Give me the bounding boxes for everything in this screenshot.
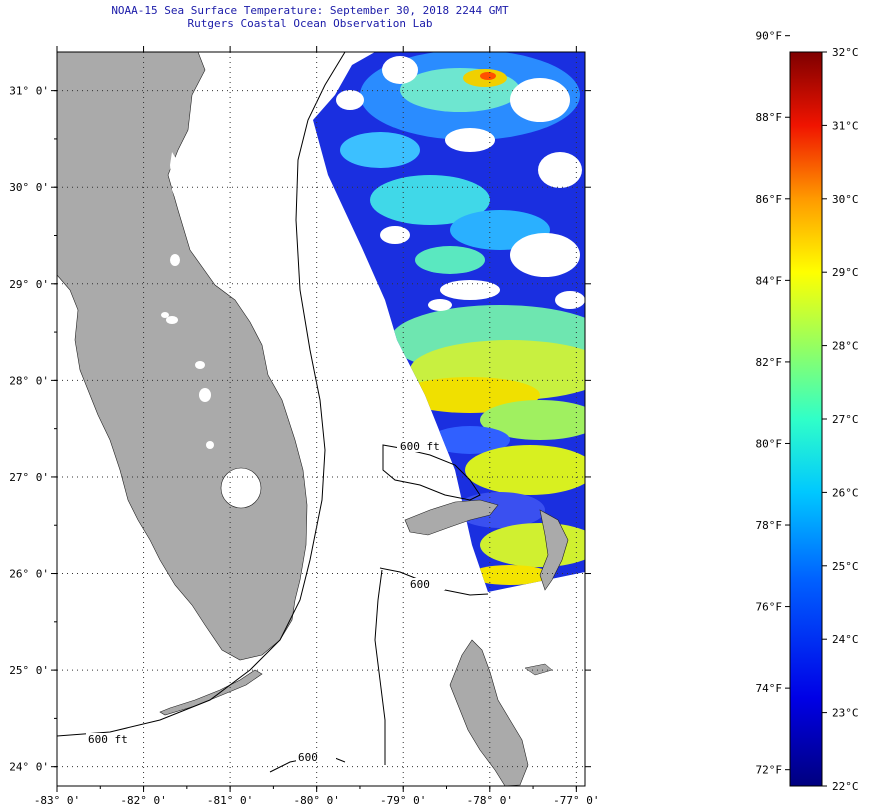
abaco-island (539, 509, 569, 591)
grand-bahama (404, 499, 499, 536)
lat-label: 31° 0' (9, 85, 49, 98)
colorbar-f-label: 84°F (756, 274, 783, 287)
longitude-labels: -83° 0' -82° 0' -81° 0' -80° 0' -79° 0' -78° … (34, 794, 600, 807)
andros-island (449, 639, 529, 786)
latitude-labels: 31° 0' 30° 0' 29° 0' 28° 0' 27° 0' 26° 0' 25° … (9, 85, 49, 774)
sst-swath (313, 52, 585, 592)
lat-label: 29° 0' (9, 278, 49, 291)
colorbar-c-label: 25°C (832, 560, 859, 573)
colorbar-c-label: 26°C (832, 486, 859, 499)
colorbar-c-label: 31°C (832, 119, 859, 132)
contour-label-south: 600 (298, 751, 318, 764)
axis-ticks (51, 46, 591, 792)
colorbar-f-label: 80°F (756, 437, 783, 450)
colorbar (789, 51, 823, 787)
colorbar-c-label: 29°C (832, 266, 859, 279)
colorbar-c-label: 24°C (832, 633, 859, 646)
colorbar-fahrenheit-labels: 90°F 88°F 86°F 84°F 82°F 80°F 78°F 76°F 74°F 72°F (756, 30, 783, 777)
colorbar-c-label: 30°C (832, 193, 859, 206)
lon-label: -83° 0' (34, 794, 80, 807)
lon-label: -79° 0' (380, 794, 426, 807)
florida-landmass (57, 52, 308, 661)
depth-contours (57, 52, 489, 773)
lat-label: 27° 0' (9, 471, 49, 484)
colorbar-f-label: 86°F (756, 193, 783, 206)
contour-label-middle: 600 (410, 578, 430, 591)
lon-label: -80° 0' (293, 794, 339, 807)
colorbar-c-label: 27°C (832, 413, 859, 426)
colorbar-celsius-labels: 32°C 31°C 30°C 29°C 28°C 27°C 26°C 25°C 24°C 23°C… (832, 46, 859, 793)
lon-label: -78° 0' (467, 794, 513, 807)
contour-label-north: 600 ft (400, 440, 440, 453)
colorbar-f-label: 90°F (756, 30, 783, 43)
colorbar-f-label: 88°F (756, 111, 783, 124)
colorbar-c-label: 32°C (832, 46, 859, 59)
colorbar-f-label: 74°F (756, 682, 783, 695)
lat-label: 24° 0' (9, 761, 49, 774)
lat-label: 30° 0' (9, 181, 49, 194)
colorbar-c-label: 23°C (832, 707, 859, 720)
lon-label: -81° 0' (207, 794, 253, 807)
map-title: NOAA-15 Sea Surface Temperature: Septemb… (0, 4, 620, 30)
colorbar-f-label: 82°F (756, 356, 783, 369)
lat-label: 26° 0' (9, 568, 49, 581)
colorbar-f-label: 72°F (756, 764, 783, 777)
colorbar-c-label: 22°C (832, 780, 859, 793)
colorbar-ticks (785, 35, 827, 787)
map-frame (56, 51, 586, 787)
lat-label: 25° 0' (9, 664, 49, 677)
lon-label: -77° 0' (553, 794, 599, 807)
colorbar-f-label: 76°F (756, 601, 783, 614)
lon-label: -82° 0' (120, 794, 166, 807)
contour-labels: 600 ft 600 600 ft 600 (86, 440, 445, 764)
gridlines (57, 52, 585, 786)
contour-label-west: 600 ft (88, 733, 128, 746)
colorbar-c-label: 28°C (832, 340, 859, 353)
title-line-1: NOAA-15 Sea Surface Temperature: Septemb… (111, 4, 509, 17)
lat-label: 28° 0' (9, 374, 49, 387)
title-line-2: Rutgers Coastal Ocean Observation Lab (187, 17, 433, 30)
colorbar-f-label: 78°F (756, 519, 783, 532)
